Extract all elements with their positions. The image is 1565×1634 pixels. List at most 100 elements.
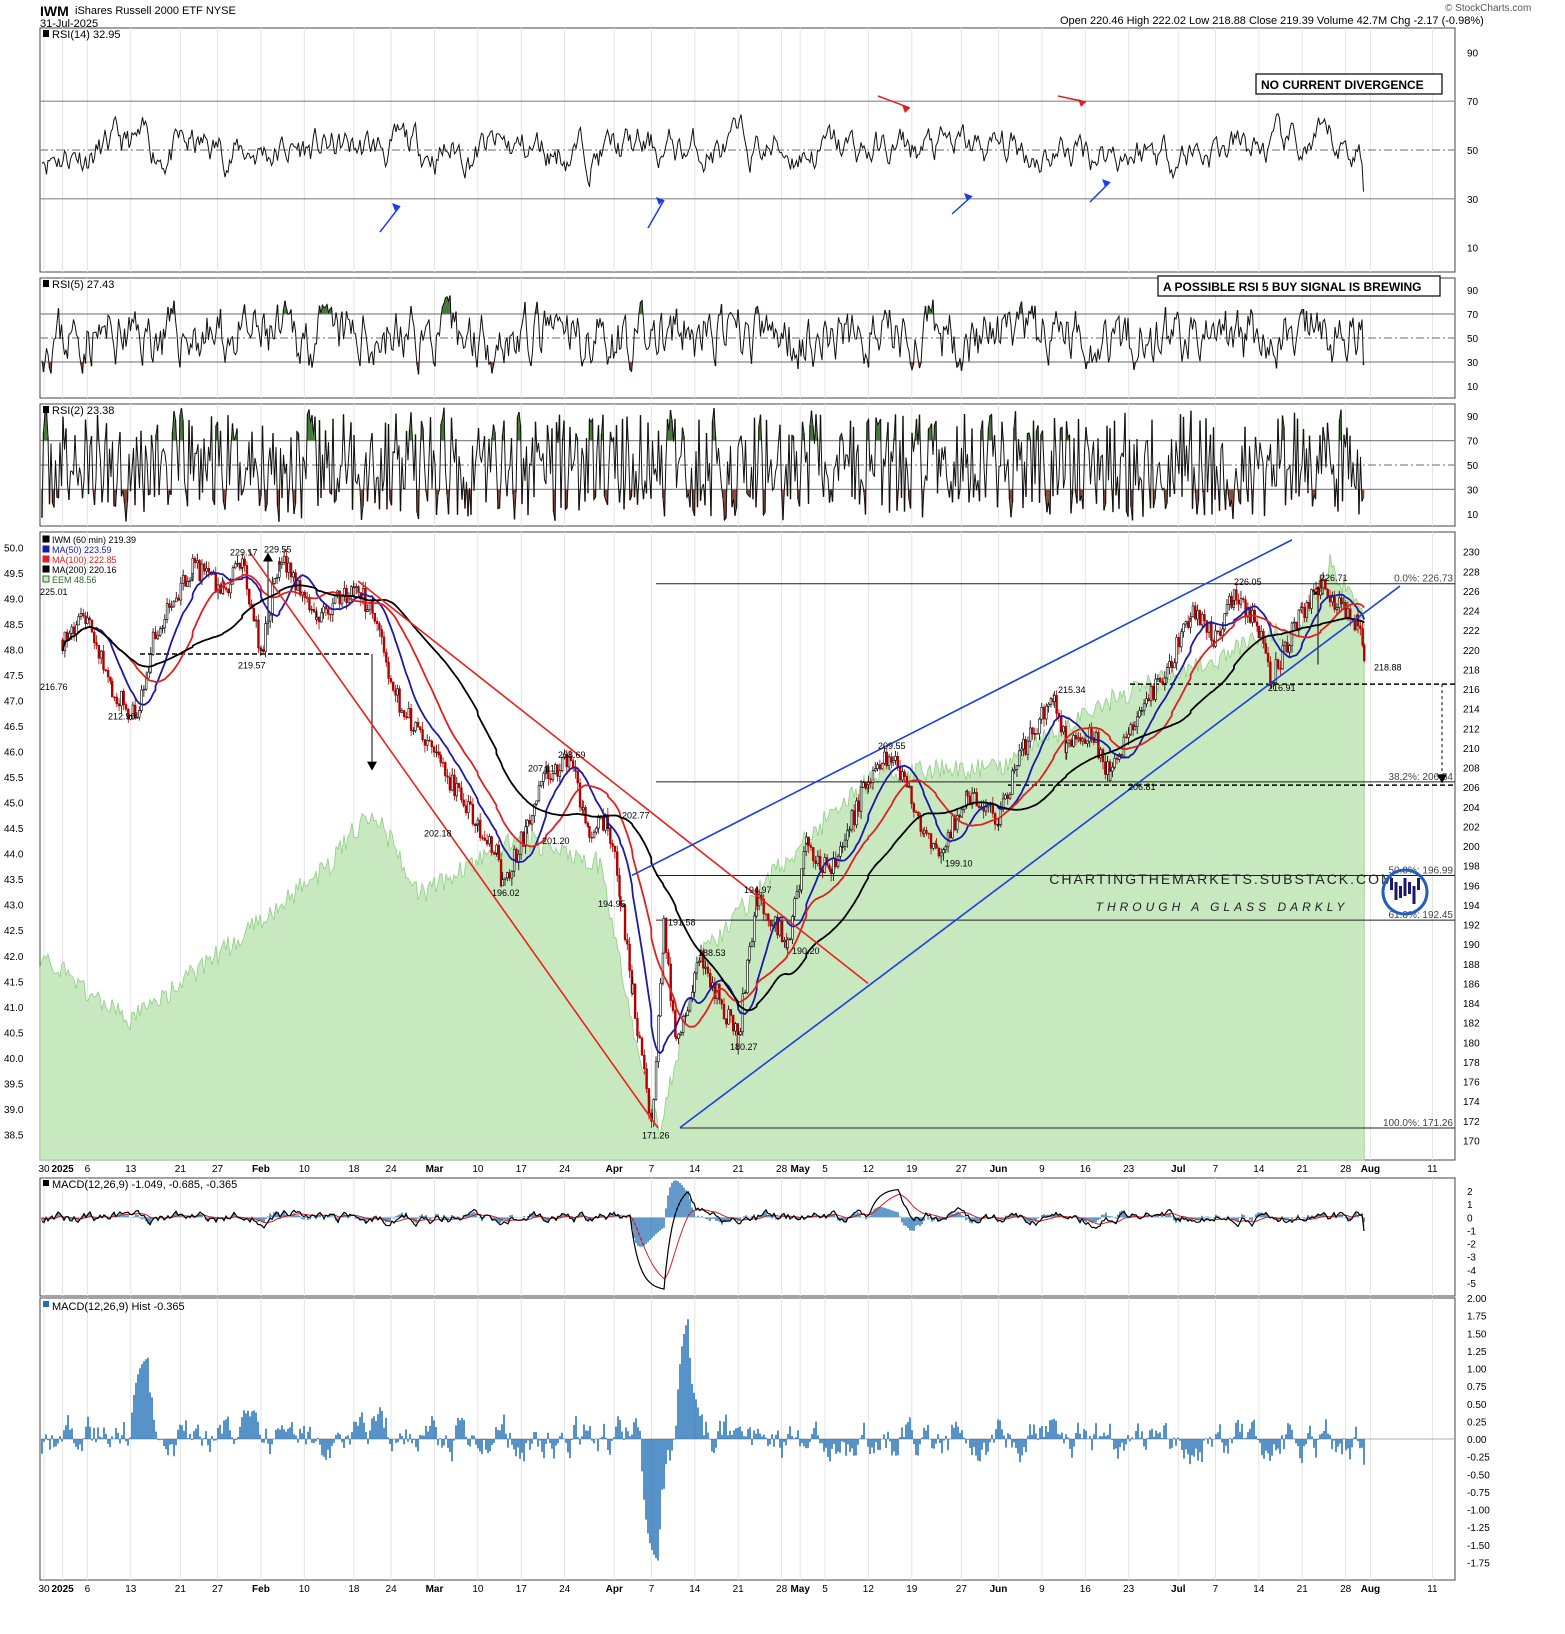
x-tick-label: 10 — [299, 1584, 311, 1595]
candle-body — [238, 562, 242, 569]
macd-axis-label: 1 — [1467, 1200, 1473, 1211]
divergence-arrow — [1078, 99, 1086, 107]
candle-body — [671, 1000, 675, 1011]
logo-bar — [1390, 878, 1393, 890]
candle-body — [1029, 727, 1032, 742]
rsi-axis-label: 30 — [1467, 358, 1479, 369]
candle-body — [556, 764, 559, 777]
x-tick-label: May — [790, 1584, 810, 1595]
divergence-arrow — [1102, 179, 1110, 187]
candle-body — [1165, 667, 1169, 679]
legend-swatch — [43, 406, 49, 413]
price-axis-label: 174 — [1463, 1097, 1480, 1108]
annotation-text: A POSSIBLE RSI 5 BUY SIGNAL IS BREWING — [1163, 280, 1422, 294]
candle-body — [161, 627, 164, 630]
candle-body — [805, 836, 808, 844]
candle-body — [441, 762, 445, 764]
candle-body — [739, 1031, 742, 1035]
price-axis-label: 228 — [1463, 567, 1480, 578]
candle-body — [292, 572, 295, 578]
candle-body — [188, 579, 192, 582]
candle-body — [609, 827, 612, 844]
candle-body — [657, 1015, 660, 1063]
candle-body — [829, 868, 833, 874]
candle-body — [973, 792, 976, 794]
candle-body — [588, 826, 591, 838]
ma200-line — [61, 584, 1365, 1012]
candle-body — [1024, 739, 1027, 755]
x-tick-label: 14 — [1253, 1584, 1265, 1595]
candle-body — [567, 755, 571, 768]
candle-body — [72, 626, 76, 635]
candle-body — [448, 776, 452, 791]
candle-body — [743, 992, 747, 994]
candle-body — [88, 617, 91, 621]
candle-body — [1239, 598, 1243, 605]
rsi-axis-label: 50 — [1467, 334, 1479, 345]
candle-body — [1081, 738, 1085, 742]
candle-body — [254, 619, 258, 622]
price-axis-label: 208 — [1463, 764, 1480, 775]
ohlc-readout: Open 220.46 High 222.02 Low 218.88 Close… — [1060, 15, 1484, 27]
candle-body — [836, 855, 840, 867]
candle-body — [366, 609, 369, 612]
price-axis-label: 204 — [1463, 803, 1480, 814]
candle-body — [1203, 614, 1206, 622]
fib-label: 100.0%: 171.26 — [1383, 1118, 1453, 1129]
x-tick-label: 18 — [348, 1164, 360, 1175]
candle-body — [828, 864, 831, 870]
candle-body — [578, 782, 582, 808]
candle-body — [839, 846, 842, 857]
candle-body — [308, 597, 311, 611]
candle-body — [65, 631, 69, 641]
candle-body — [428, 739, 431, 742]
price-axis-label: 192 — [1463, 921, 1480, 932]
eem-axis-label: 40.0 — [4, 1054, 24, 1065]
candle-body — [1198, 610, 1202, 626]
candle-body — [1124, 736, 1128, 739]
candle-body — [769, 920, 772, 927]
candle-body — [483, 837, 486, 841]
candle-body — [547, 766, 550, 779]
macd-line — [41, 1188, 1365, 1290]
eem-axis-label: 46.0 — [4, 748, 24, 759]
rsi-axis-label: 70 — [1467, 437, 1479, 448]
price-label: 209.55 — [878, 741, 906, 751]
candle-body — [229, 583, 232, 594]
candle-body — [1065, 742, 1068, 754]
candle-body — [862, 782, 865, 788]
candle-body — [522, 831, 525, 847]
candle-body — [501, 879, 504, 887]
price-legend-item: MA(50) 223.59 — [52, 545, 112, 555]
candle-body — [1274, 659, 1278, 683]
x-tick-label: Mar — [426, 1584, 444, 1595]
rsi-line — [41, 112, 1364, 192]
candle-body — [1307, 601, 1311, 609]
candle-body — [1363, 644, 1366, 662]
price-label: 212.90 — [108, 711, 136, 721]
candle-body — [322, 606, 325, 614]
candle-body — [1170, 666, 1174, 669]
candle-body — [661, 952, 665, 984]
exchange: NYSE — [205, 5, 236, 17]
candle-body — [262, 649, 265, 652]
candle-body — [495, 844, 498, 854]
candle-body — [1328, 596, 1332, 603]
candle-body — [832, 858, 835, 874]
candle-body — [1340, 597, 1343, 605]
hist-axis-label: -1.00 — [1467, 1506, 1490, 1517]
candle-body — [878, 764, 882, 770]
candle-body — [1200, 614, 1204, 626]
chart-header: IWM iShares Russell 2000 ETF NYSE 31-Jul… — [0, 0, 1565, 30]
price-axis-label: 176 — [1463, 1078, 1480, 1089]
candle-body — [198, 560, 201, 582]
candle-body — [586, 822, 590, 827]
candle-body — [327, 608, 330, 615]
candle-body — [446, 775, 449, 778]
candle-body — [675, 1036, 678, 1039]
price-axis-label: 186 — [1463, 979, 1480, 990]
x-tick-label: 28 — [776, 1164, 788, 1175]
candle-body — [193, 557, 197, 564]
candle-body — [611, 843, 614, 847]
candle-body — [616, 851, 619, 876]
